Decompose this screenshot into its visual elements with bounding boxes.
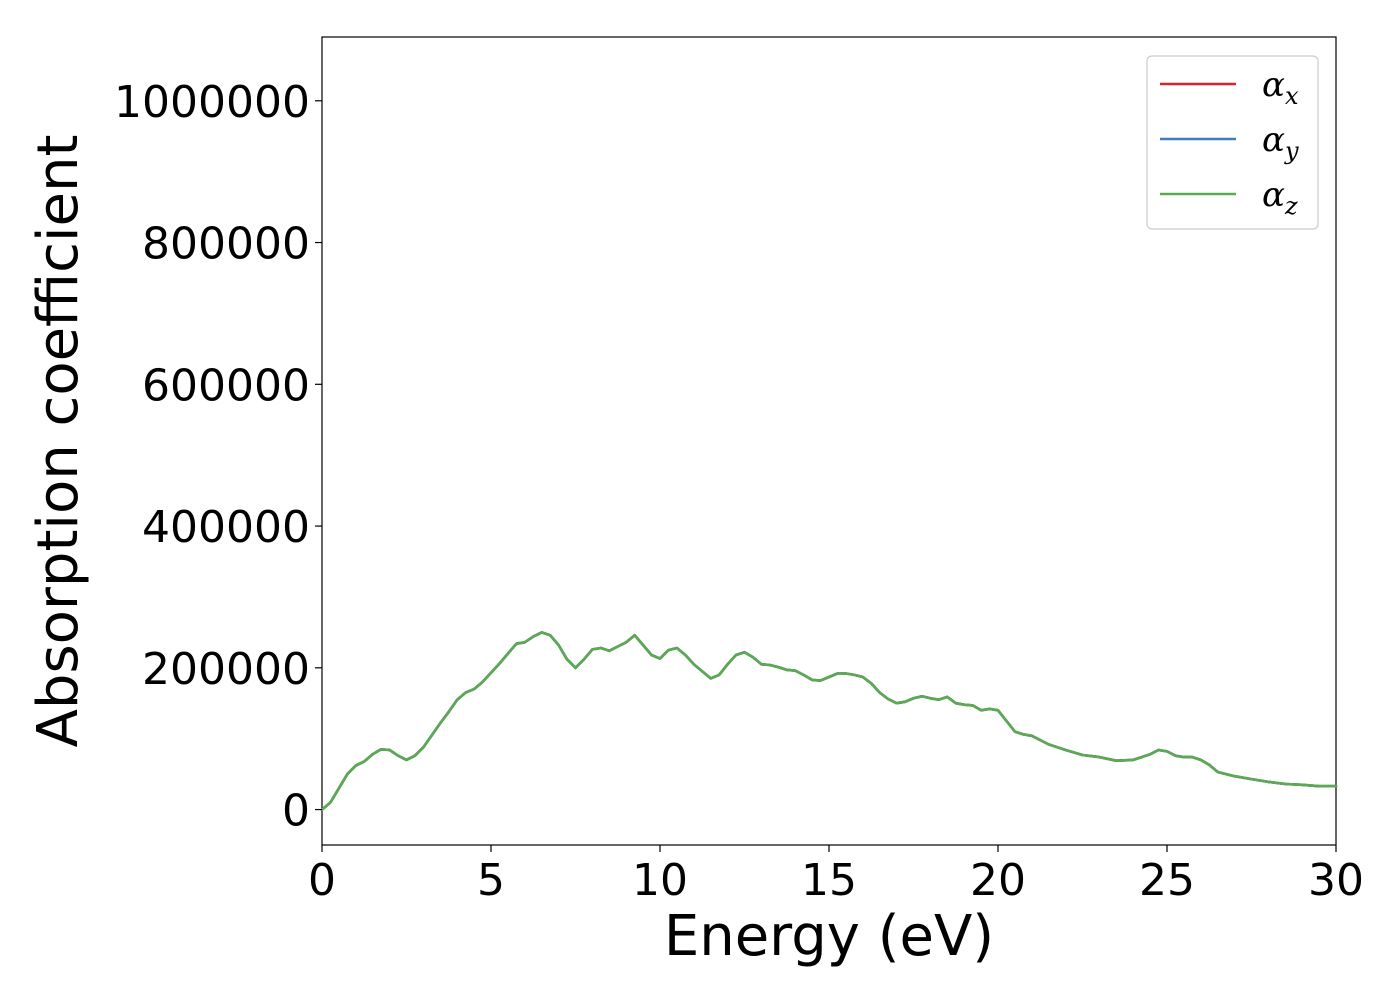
y-tick-label: 600000 xyxy=(142,360,310,411)
legend-box xyxy=(1146,55,1319,230)
y-tick-label: 200000 xyxy=(142,644,310,695)
legend-label-y: αy xyxy=(1262,120,1299,165)
x-axis-label: Energy (eV) xyxy=(664,904,994,969)
series-line-z xyxy=(320,631,1338,811)
y-axis-label: Absorption coefficient xyxy=(26,135,91,748)
legend-label-x: αx xyxy=(1262,65,1299,110)
x-axis-ticks: 0 5 10 15 20 25 30 xyxy=(308,845,1364,906)
x-tick-label: 5 xyxy=(477,855,505,906)
y-tick-label: 800000 xyxy=(142,219,310,270)
series-layer xyxy=(320,631,1338,811)
x-tick-label: 20 xyxy=(970,855,1026,906)
y-axis-ticks: 0 200000 400000 600000 800000 1000000 xyxy=(114,77,322,837)
x-tick-label: 10 xyxy=(632,855,688,906)
x-tick-label: 0 xyxy=(308,855,336,906)
x-tick-label: 30 xyxy=(1308,855,1364,906)
y-tick-label: 400000 xyxy=(142,502,310,553)
x-tick-label: 25 xyxy=(1139,855,1195,906)
x-tick-label: 15 xyxy=(801,855,857,906)
legend: αx αy αz xyxy=(1146,55,1319,230)
y-tick-label: 0 xyxy=(282,786,310,837)
y-tick-label: 1000000 xyxy=(114,77,310,128)
legend-label-z: αz xyxy=(1262,175,1298,220)
